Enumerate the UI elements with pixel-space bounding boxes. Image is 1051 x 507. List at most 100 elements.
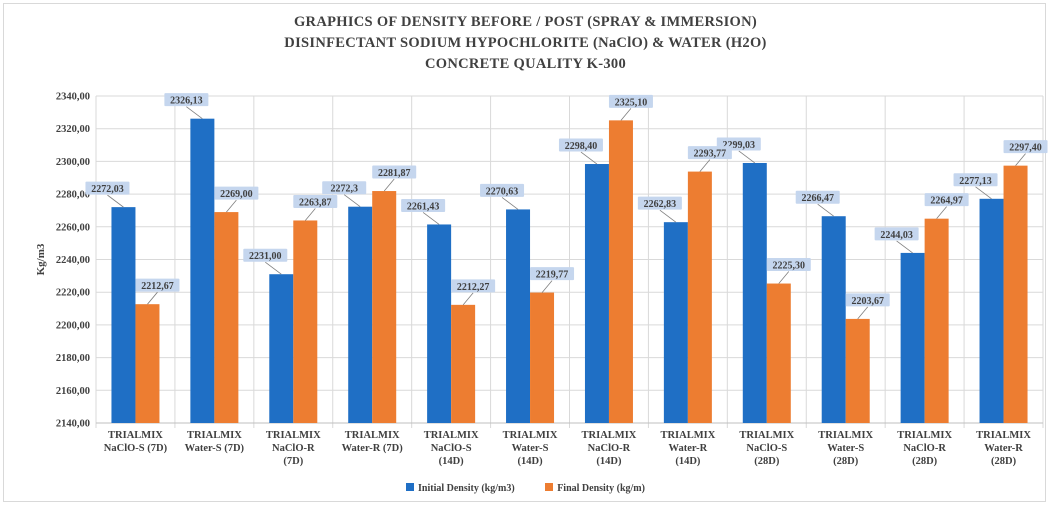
x-category-label: TRIALMIX <box>187 430 242 441</box>
bar-final <box>845 318 870 423</box>
bar-final <box>214 212 239 423</box>
bar-initial <box>190 118 215 423</box>
y-axis-title: Kg/m3 <box>35 243 47 275</box>
data-label-initial: 2272,03 <box>91 184 124 195</box>
data-label-final: 2263,87 <box>299 197 332 208</box>
bar-final <box>135 304 160 423</box>
x-category-label: TRIALMIX <box>976 430 1031 441</box>
bar-final <box>924 218 949 423</box>
bar-initial <box>584 164 609 424</box>
x-category-label: (14D) <box>596 456 622 467</box>
x-category-label: TRIALMIX <box>503 430 558 441</box>
x-category-label: NaClO-R <box>903 443 946 454</box>
x-category-label: NaClO-S <box>746 443 787 454</box>
legend-swatch-initial <box>406 483 415 491</box>
data-label-final: 2293,77 <box>694 149 727 160</box>
data-label-leader <box>265 261 282 275</box>
data-label-final: 2225,30 <box>773 261 806 272</box>
data-label-final: 2212,27 <box>457 282 490 293</box>
data-label-box <box>795 190 840 204</box>
x-category-label: NaClO-S (7D) <box>104 443 168 454</box>
data-label-final: 2281,87 <box>378 168 411 179</box>
data-label-leader <box>778 271 790 284</box>
x-category-label: TRIALMIX <box>660 430 715 441</box>
data-label-box <box>243 248 288 262</box>
data-label-box <box>1003 140 1048 154</box>
x-category-label: Water-R (7D) <box>342 443 404 454</box>
bar-initial <box>663 222 688 423</box>
data-label-box <box>874 227 919 241</box>
y-tick-label: 2200,00 <box>56 320 90 331</box>
data-label-final: 2264,97 <box>930 196 963 207</box>
bar-initial <box>821 216 846 423</box>
y-tick-label: 2160,00 <box>56 386 90 397</box>
legend-label-initial: Initial Density (kg/m3) <box>418 483 515 494</box>
chart-legend: Initial Density (kg/m3) Final Density (k… <box>0 483 1051 494</box>
data-label-initial: 2277,13 <box>959 176 992 187</box>
y-tick-label: 2340,00 <box>56 92 90 103</box>
bar-final <box>687 171 712 423</box>
data-label-box <box>214 186 259 200</box>
x-category-label: Water-S (7D) <box>185 443 245 454</box>
data-label-initial: 2326,13 <box>170 96 203 107</box>
data-label-leader <box>817 203 834 217</box>
data-label-leader <box>343 194 361 208</box>
data-label-leader <box>1015 153 1026 166</box>
x-category-label: TRIALMIX <box>424 430 479 441</box>
data-label-box <box>924 193 969 207</box>
bar-initial <box>506 209 531 423</box>
data-label-leader <box>422 212 440 225</box>
data-label-box <box>637 196 682 210</box>
x-category-label: (7D) <box>283 456 303 467</box>
data-label-box <box>480 183 525 197</box>
data-label-leader <box>936 206 947 219</box>
legend-item-final: Final Density (kg/m) <box>545 483 645 494</box>
x-category-label: Water-S <box>827 443 864 454</box>
x-category-label: NaClO-S <box>431 443 472 454</box>
chart-title-line-1: GRAPHICS OF DENSITY BEFORE / POST (SPRAY… <box>293 14 758 30</box>
data-label-leader <box>896 240 913 254</box>
data-label-final: 2297,40 <box>1009 143 1042 154</box>
x-category-label: TRIALMIX <box>818 430 873 441</box>
data-label-box <box>135 278 180 292</box>
data-label-final: 2269,00 <box>220 189 253 200</box>
data-label-leader <box>107 194 124 208</box>
data-label-box <box>608 94 653 108</box>
data-label-initial: 2261,43 <box>407 201 440 212</box>
data-label-leader <box>186 106 203 119</box>
x-category-label: (28D) <box>912 456 938 467</box>
bar-final <box>1003 165 1028 423</box>
x-category-label: TRIALMIX <box>897 430 952 441</box>
bar-initial <box>979 198 1004 423</box>
data-label-leader <box>659 209 677 223</box>
x-category-label: TRIALMIX <box>266 430 321 441</box>
x-category-label: (28D) <box>833 456 859 467</box>
bar-final <box>766 283 791 423</box>
x-category-label: (14D) <box>675 456 701 467</box>
y-tick-label: 2300,00 <box>56 157 90 168</box>
data-label-leader <box>383 178 395 192</box>
data-label-box <box>164 93 209 107</box>
x-category-label: TRIALMIX <box>582 430 637 441</box>
data-label-box <box>766 258 811 272</box>
bar-final <box>530 292 555 423</box>
data-label-leader <box>462 292 474 306</box>
y-tick-label: 2260,00 <box>56 222 90 233</box>
data-label-box <box>687 146 732 160</box>
data-label-initial: 2299,03 <box>723 140 756 151</box>
data-label-leader <box>738 150 756 164</box>
data-label-initial: 2272,3 <box>330 184 358 195</box>
data-label-box <box>401 198 446 212</box>
bar-initial <box>348 206 373 423</box>
data-label-box <box>845 293 890 307</box>
data-label-leader <box>975 186 992 200</box>
data-label-initial: 2266,47 <box>801 193 834 204</box>
bar-initial <box>427 224 452 423</box>
data-label-final: 2203,67 <box>851 296 884 307</box>
data-label-box <box>451 279 496 293</box>
y-tick-label: 2240,00 <box>56 255 90 266</box>
y-tick-label: 2320,00 <box>56 124 90 135</box>
x-category-label: NaClO-R <box>272 443 315 454</box>
x-category-label: (14D) <box>518 456 544 467</box>
